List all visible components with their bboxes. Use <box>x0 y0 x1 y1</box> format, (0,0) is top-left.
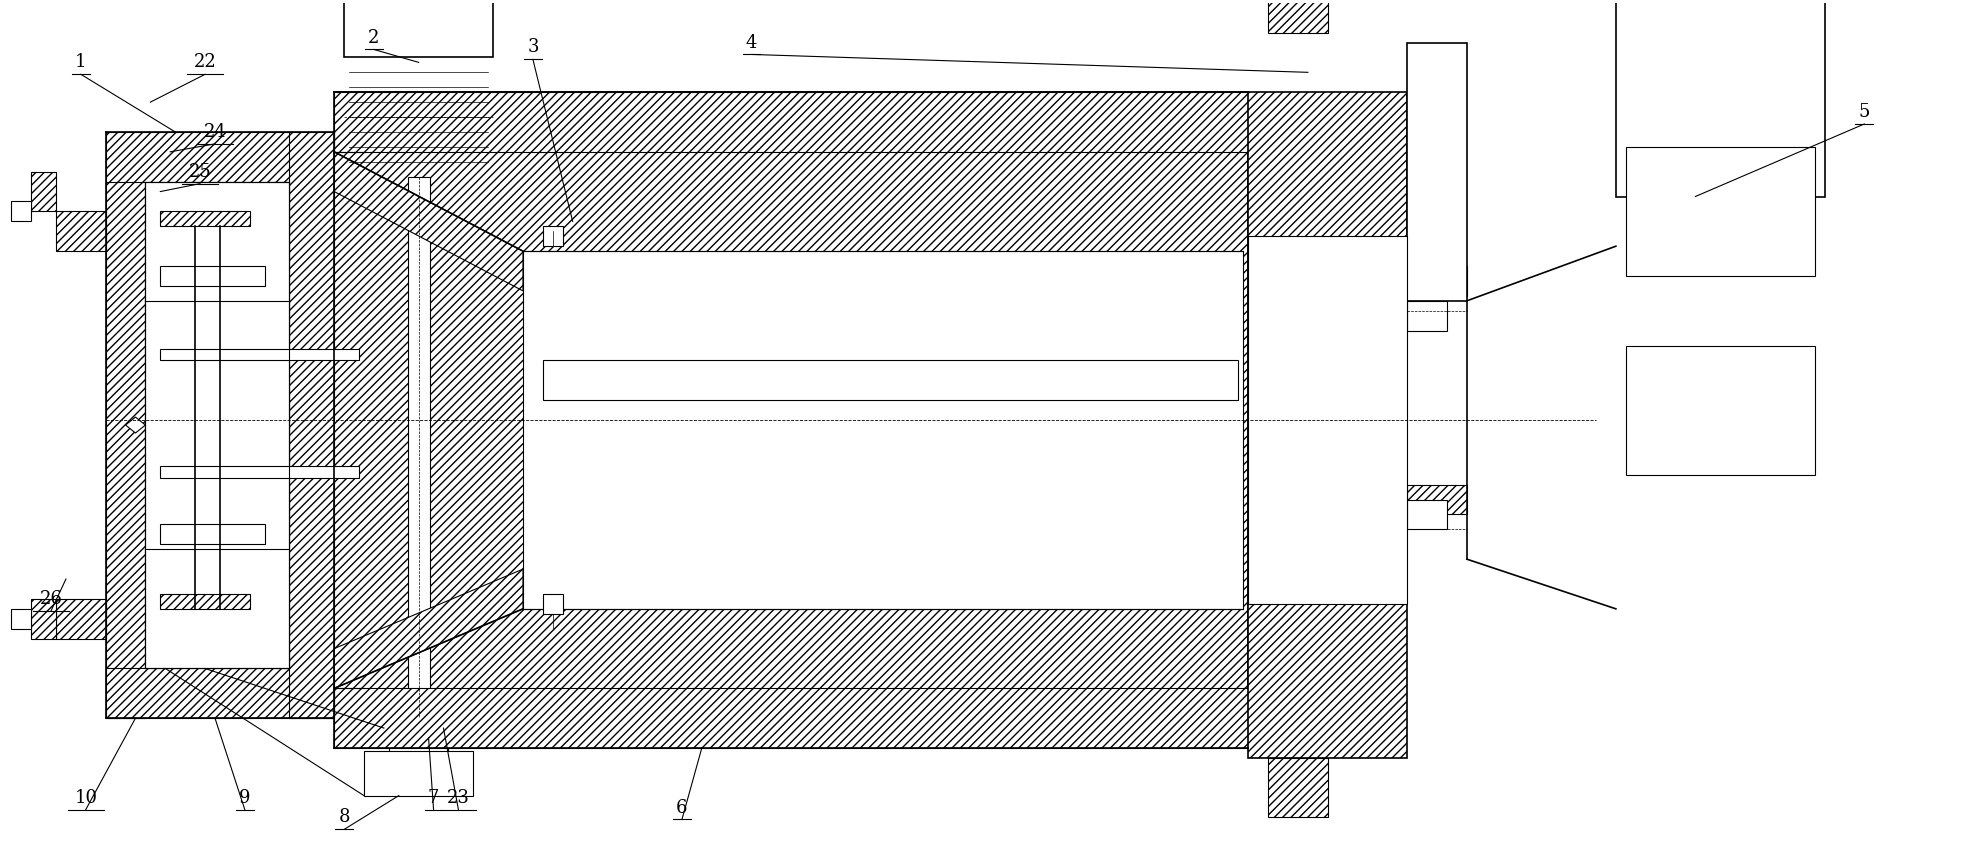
Bar <box>524 251 1244 609</box>
Bar <box>1248 236 1407 604</box>
Bar <box>543 226 563 246</box>
Bar <box>1407 42 1468 300</box>
Text: 2: 2 <box>369 28 379 46</box>
Polygon shape <box>126 417 145 433</box>
Text: 23: 23 <box>447 789 469 807</box>
Bar <box>161 524 265 544</box>
Text: 25: 25 <box>188 163 212 181</box>
Bar <box>161 466 359 478</box>
Bar <box>12 609 31 629</box>
Bar <box>343 0 492 58</box>
Bar <box>12 201 31 221</box>
Text: 5: 5 <box>1858 103 1870 121</box>
Text: 4: 4 <box>746 34 757 52</box>
Bar <box>161 212 249 226</box>
Text: 9: 9 <box>239 789 251 807</box>
Bar <box>365 751 473 796</box>
Text: 22: 22 <box>194 53 216 71</box>
Polygon shape <box>334 569 524 688</box>
Text: 7: 7 <box>428 789 439 807</box>
Text: 26: 26 <box>39 590 63 608</box>
Bar <box>31 171 57 212</box>
Bar <box>385 698 453 728</box>
Bar <box>408 177 430 718</box>
Bar <box>161 594 249 609</box>
Polygon shape <box>106 668 334 718</box>
Text: 3: 3 <box>528 39 540 57</box>
Polygon shape <box>334 92 1248 152</box>
Bar <box>31 599 57 639</box>
Polygon shape <box>334 688 1248 748</box>
Bar <box>1407 485 1468 515</box>
Text: 1: 1 <box>75 53 86 71</box>
Bar <box>1626 147 1815 276</box>
Polygon shape <box>57 212 106 251</box>
Text: 6: 6 <box>677 798 689 816</box>
Bar <box>1267 758 1328 817</box>
Bar <box>1617 0 1825 196</box>
Bar <box>145 182 290 668</box>
Bar <box>161 349 359 361</box>
Bar <box>1626 345 1815 474</box>
Text: 10: 10 <box>75 789 98 807</box>
Polygon shape <box>334 92 1248 748</box>
Bar <box>1407 499 1446 530</box>
Bar <box>1267 0 1328 33</box>
Bar <box>1407 266 1468 296</box>
Polygon shape <box>1248 92 1407 758</box>
Bar <box>1407 300 1446 331</box>
Bar <box>388 723 449 758</box>
Text: 24: 24 <box>204 123 226 141</box>
Polygon shape <box>57 599 106 639</box>
Polygon shape <box>334 152 524 291</box>
Bar <box>161 266 265 286</box>
Bar <box>543 361 1238 400</box>
Polygon shape <box>106 132 145 718</box>
Polygon shape <box>106 132 334 182</box>
Polygon shape <box>290 132 334 718</box>
Text: 8: 8 <box>337 808 349 827</box>
Bar <box>543 594 563 614</box>
